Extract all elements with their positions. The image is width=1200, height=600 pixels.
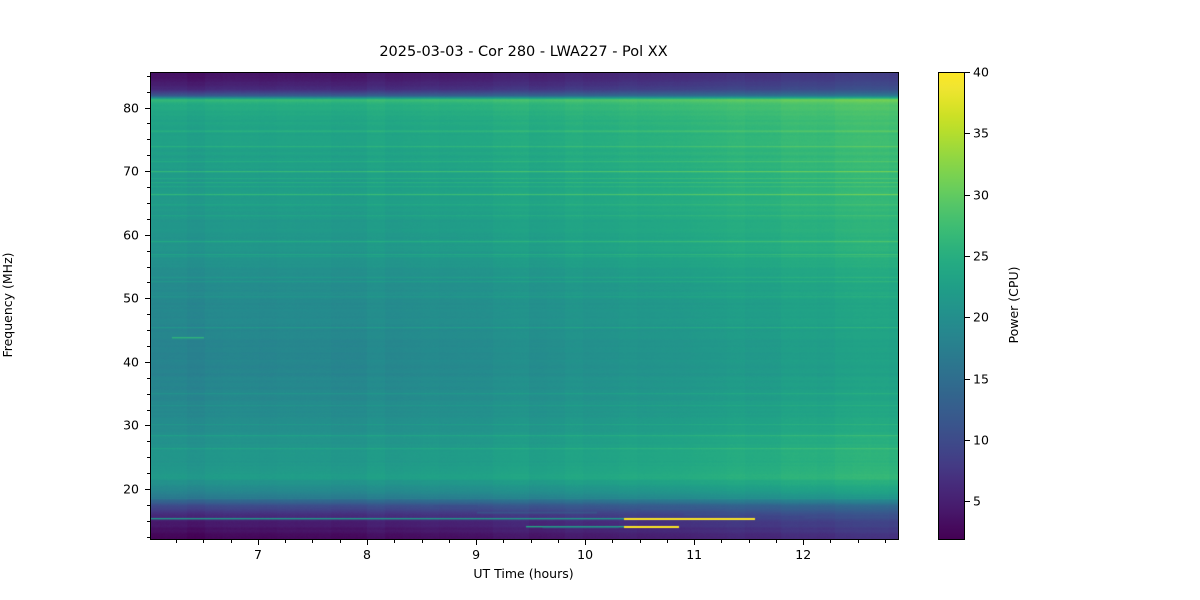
y-tick-minor xyxy=(146,457,150,459)
y-tick-minor xyxy=(146,520,150,522)
x-tick-major xyxy=(803,539,805,545)
x-tick-label: 12 xyxy=(795,547,812,562)
y-tick-label: 20 xyxy=(123,481,139,497)
y-tick-minor xyxy=(146,218,150,220)
colorbar-tick-label: 5 xyxy=(973,493,981,509)
x-tick-minor xyxy=(830,539,832,543)
y-tick-minor xyxy=(146,504,150,506)
colorbar-tick-label: 20 xyxy=(973,309,989,325)
y-tick-label: 80 xyxy=(123,100,139,116)
x-tick-label: 10 xyxy=(577,547,594,562)
y-tick-major xyxy=(144,425,150,427)
y-tick-label: 50 xyxy=(123,290,139,306)
x-tick-minor xyxy=(312,539,314,543)
colorbar-tick xyxy=(965,72,970,73)
colorbar-tick-label: 25 xyxy=(973,248,989,264)
colorbar-axes xyxy=(938,72,965,540)
y-tick-major xyxy=(144,298,150,300)
colorbar-tick xyxy=(965,133,970,135)
y-tick-minor xyxy=(146,250,150,252)
colorbar-gradient xyxy=(939,73,964,539)
x-tick-minor xyxy=(885,539,886,543)
y-tick-minor xyxy=(146,314,150,316)
x-tick-minor xyxy=(421,539,423,543)
x-tick-minor xyxy=(394,539,396,543)
x-tick-label: 9 xyxy=(472,547,481,562)
x-tick-minor xyxy=(503,539,505,543)
colorbar-tick xyxy=(965,317,970,319)
spectrogram-heatmap xyxy=(151,73,898,539)
y-tick-minor xyxy=(146,91,150,93)
page-title: 2025-03-03 - Cor 280 - LWA227 - Pol XX xyxy=(379,44,668,60)
y-tick-minor xyxy=(146,282,150,284)
y-tick-minor xyxy=(146,75,150,77)
x-tick-minor xyxy=(530,539,532,543)
x-tick-major xyxy=(694,539,696,545)
colorbar-tick xyxy=(965,501,970,503)
x-tick-major xyxy=(585,539,587,545)
y-tick-minor xyxy=(146,409,150,411)
x-tick-minor xyxy=(721,539,723,543)
colorbar-tick-label: 15 xyxy=(973,371,989,387)
y-tick-label: 40 xyxy=(123,354,139,370)
y-tick-minor xyxy=(146,202,150,204)
y-tick-minor xyxy=(146,346,150,347)
x-tick-minor xyxy=(285,539,287,543)
y-tick-minor xyxy=(146,266,150,268)
colorbar-tick xyxy=(965,255,970,257)
colorbar-tick-label: 40 xyxy=(973,64,989,80)
x-tick-label: 8 xyxy=(363,547,371,562)
x-tick-minor xyxy=(339,539,341,543)
y-tick-minor xyxy=(146,536,150,538)
y-tick-major xyxy=(144,489,150,491)
y-tick-minor xyxy=(146,377,150,379)
x-tick-minor xyxy=(448,539,450,543)
spectrogram-axes xyxy=(150,72,899,540)
x-tick-minor xyxy=(748,539,750,543)
x-tick-minor xyxy=(639,539,641,543)
colorbar-tick xyxy=(965,439,970,441)
y-tick-label: 30 xyxy=(123,417,139,433)
y-tick-major xyxy=(144,107,150,109)
y-tick-minor xyxy=(146,393,150,395)
colorbar-tick-label: 35 xyxy=(973,125,989,141)
x-tick-major xyxy=(367,539,368,545)
y-tick-major xyxy=(144,361,150,363)
x-tick-minor xyxy=(857,539,859,543)
y-tick-minor xyxy=(146,123,150,125)
x-tick-label: 11 xyxy=(686,547,703,562)
colorbar-tick xyxy=(965,378,970,380)
x-tick-minor xyxy=(176,539,178,543)
y-tick-minor xyxy=(146,330,150,332)
y-tick-major xyxy=(144,171,150,173)
x-tick-minor xyxy=(230,539,232,543)
x-axis-label: UT Time (hours) xyxy=(473,566,574,581)
x-tick-minor xyxy=(203,539,205,543)
spectrogram-image xyxy=(151,73,898,539)
x-tick-minor xyxy=(612,539,614,543)
x-tick-minor xyxy=(557,539,559,543)
y-tick-label: 60 xyxy=(123,227,139,243)
y-tick-minor xyxy=(146,139,150,141)
y-tick-minor xyxy=(146,473,150,475)
y-tick-label: 70 xyxy=(123,163,139,179)
y-tick-minor xyxy=(146,187,150,189)
x-tick-minor xyxy=(666,539,668,543)
y-tick-major xyxy=(144,234,150,236)
colorbar-tick xyxy=(965,194,970,196)
y-tick-minor xyxy=(146,441,150,443)
colorbar-tick-label: 30 xyxy=(973,187,989,203)
x-tick-label: 7 xyxy=(253,547,262,562)
y-axis-label: Frequency (MHz) xyxy=(0,252,15,358)
colorbar-label: Power (CPU) xyxy=(1006,266,1021,344)
colorbar-tick-label: 10 xyxy=(973,432,989,448)
x-tick-major xyxy=(476,539,478,545)
y-tick-minor xyxy=(146,155,150,157)
x-tick-minor xyxy=(775,539,777,543)
x-tick-major xyxy=(257,539,259,545)
